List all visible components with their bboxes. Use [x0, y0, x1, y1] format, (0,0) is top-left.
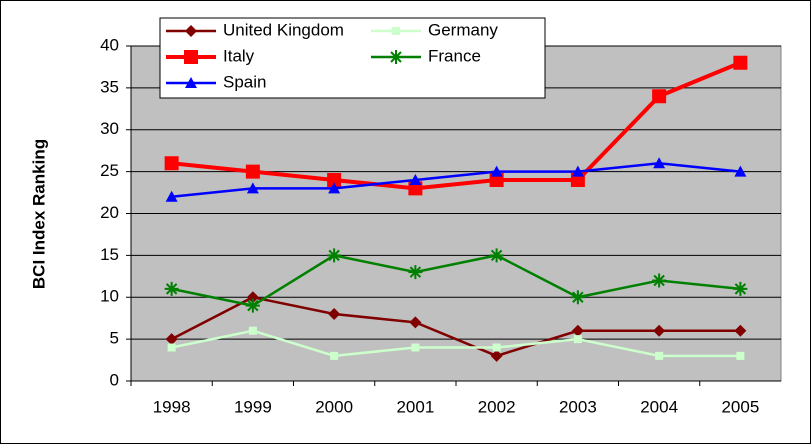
point	[490, 165, 503, 177]
legend-label: Spain	[223, 72, 266, 91]
legend-marker	[389, 50, 403, 64]
series-line	[171, 161, 741, 198]
legend-label: Italy	[223, 46, 255, 65]
point	[652, 273, 667, 288]
x-tick-label: 1999	[234, 397, 272, 416]
point	[733, 55, 748, 70]
legend	[159, 17, 546, 99]
point	[408, 265, 423, 280]
point	[164, 156, 179, 171]
legend-marker	[184, 50, 198, 64]
y-axis-label: BCI Index Ranking	[29, 139, 48, 289]
point	[736, 351, 745, 360]
point	[489, 248, 504, 263]
point	[327, 173, 342, 187]
point	[246, 182, 259, 194]
x-tick-label: 2003	[559, 397, 597, 416]
x-tick-label: 2005	[721, 397, 759, 416]
point	[571, 324, 584, 337]
series-line	[171, 60, 742, 191]
y-tick-label: 25	[100, 161, 119, 180]
point	[655, 351, 664, 360]
y-tick-label: 15	[100, 245, 119, 264]
point	[653, 157, 666, 169]
point	[165, 190, 178, 202]
legend-label: France	[428, 46, 481, 65]
y-tick-label: 40	[100, 35, 119, 54]
point	[245, 298, 260, 313]
y-tick-label: 35	[100, 77, 119, 96]
point	[327, 248, 342, 263]
point	[653, 324, 666, 337]
point	[167, 343, 176, 352]
y-tick-label: 0	[110, 370, 119, 389]
y-tick-label: 10	[100, 287, 119, 306]
point	[571, 165, 584, 177]
point	[573, 335, 582, 344]
point	[409, 174, 422, 185]
x-tick-label: 1998	[153, 397, 191, 416]
y-tick-label: 20	[100, 203, 119, 222]
point	[492, 343, 501, 352]
legend-marker	[185, 77, 197, 88]
y-tick-label: 30	[100, 119, 119, 138]
point	[734, 165, 747, 177]
point	[733, 281, 748, 296]
point	[652, 89, 667, 104]
point	[164, 281, 179, 296]
point	[328, 308, 341, 320]
point	[245, 164, 260, 179]
x-tick-label: 2002	[478, 397, 516, 416]
series-line	[171, 329, 741, 358]
point	[246, 291, 259, 304]
point	[411, 343, 420, 352]
legend-label: Germany	[428, 20, 498, 39]
legend-label: United Kingdom	[223, 20, 344, 39]
series-line	[171, 295, 741, 358]
x-tick-label: 2000	[315, 397, 353, 416]
point	[328, 182, 341, 194]
point	[409, 316, 422, 329]
series-line	[171, 254, 741, 307]
point	[734, 324, 747, 337]
point	[570, 290, 585, 305]
point	[490, 349, 503, 362]
legend-marker	[392, 27, 400, 35]
point	[248, 326, 257, 335]
legend-marker	[185, 25, 197, 37]
x-tick-label: 2001	[396, 397, 434, 416]
point	[330, 351, 339, 360]
point	[165, 333, 178, 346]
y-tick-label: 5	[110, 329, 119, 348]
x-tick-label: 2004	[640, 397, 678, 416]
